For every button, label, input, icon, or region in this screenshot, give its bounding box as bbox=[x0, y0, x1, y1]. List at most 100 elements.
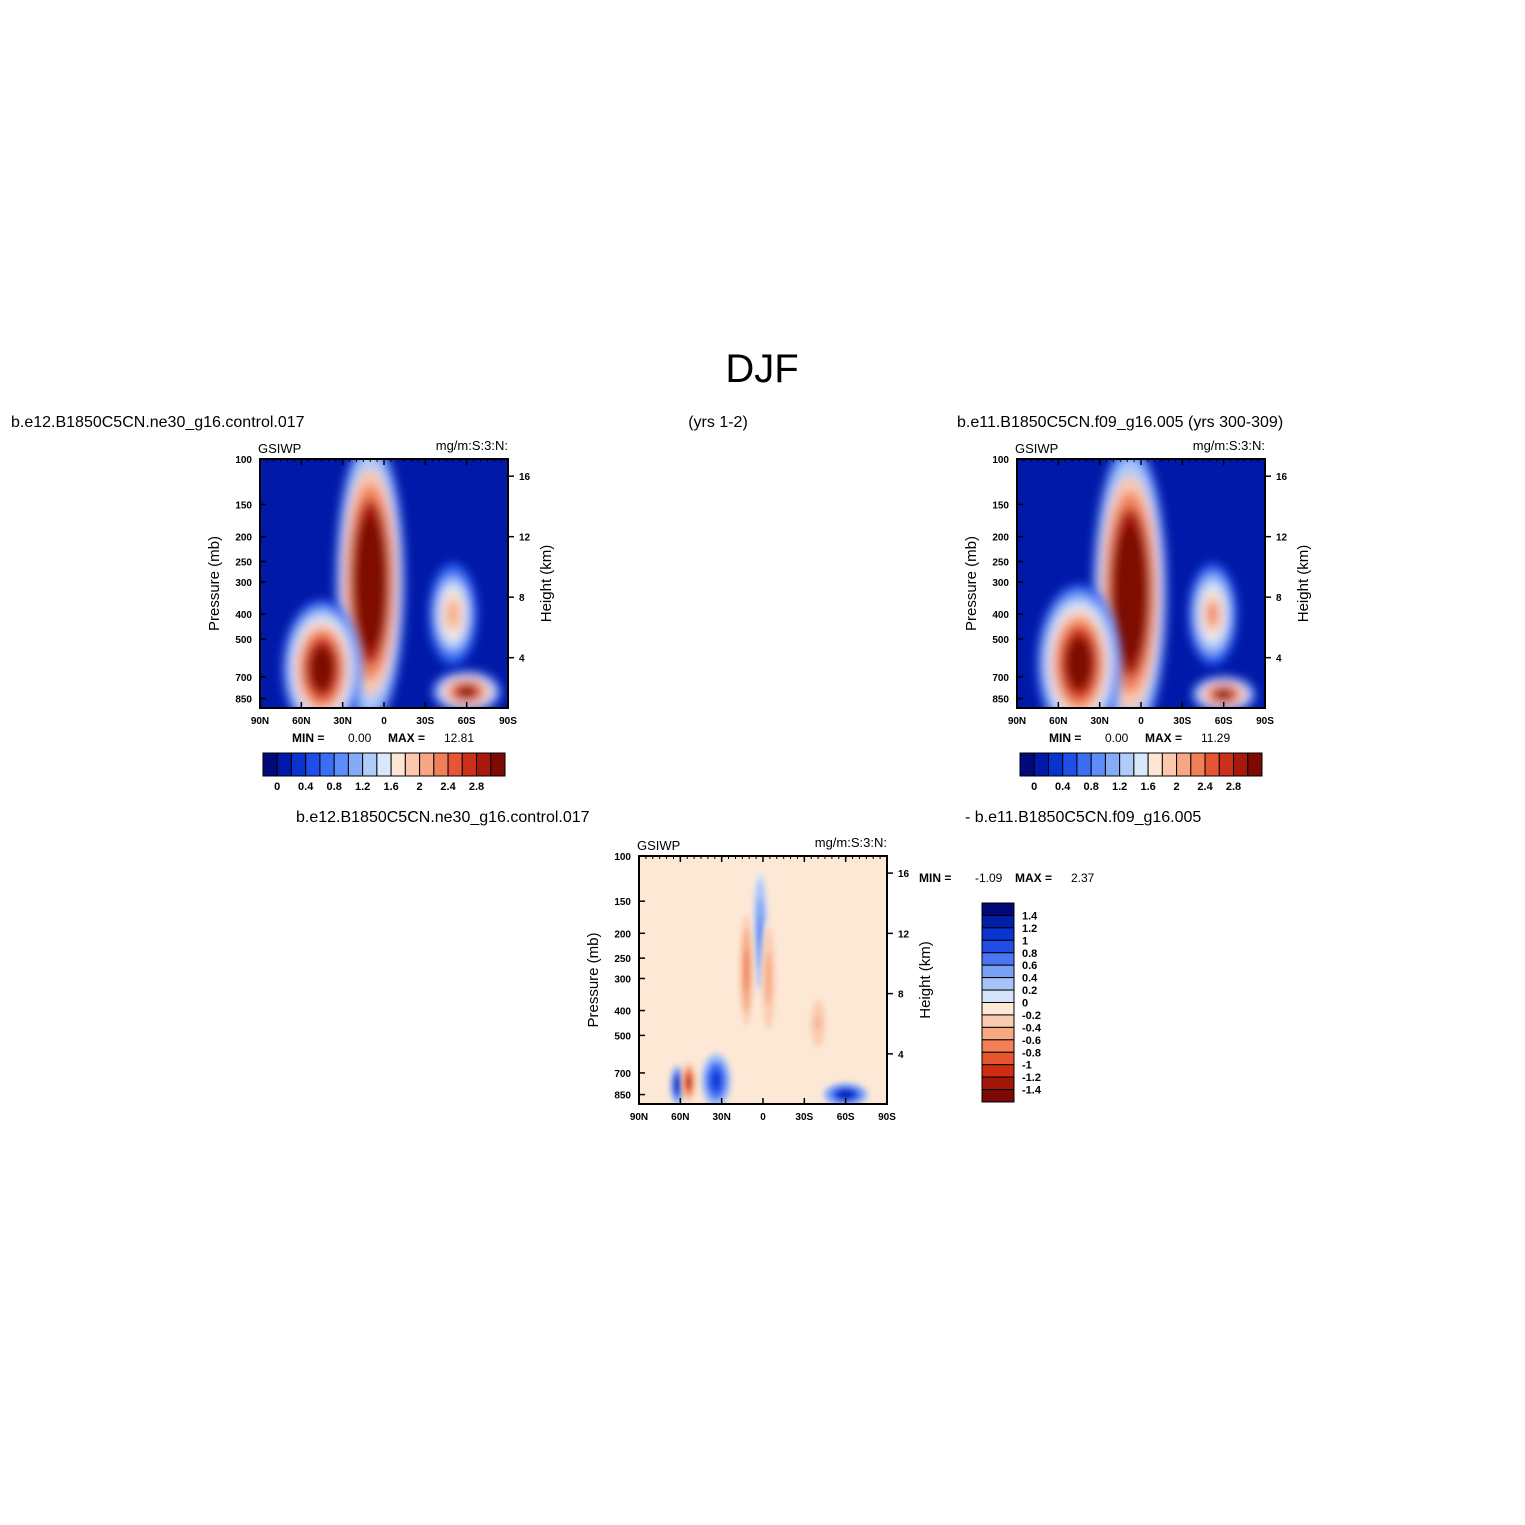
x-tick-label: 0 bbox=[760, 1112, 766, 1123]
contour-feature bbox=[1187, 562, 1238, 667]
x-tick-label: 60S bbox=[837, 1112, 855, 1123]
colorbar-swatch bbox=[290, 752, 307, 777]
y-tick-label: 200 bbox=[235, 533, 252, 544]
colorbar-label: -0.6 bbox=[1022, 1035, 1041, 1047]
contour-feature bbox=[1092, 459, 1168, 708]
contour-feature bbox=[431, 670, 502, 708]
colorbar-swatch bbox=[1076, 752, 1092, 777]
diff-left-label: b.e12.B1850C5CN.ne30_g16.control.017 bbox=[296, 809, 590, 826]
colorbar-label: 2.4 bbox=[440, 781, 456, 793]
colorbar-label: -1 bbox=[1022, 1060, 1032, 1072]
y2-tick-label: 12 bbox=[519, 533, 531, 544]
colorbar-swatch bbox=[981, 964, 1015, 979]
y-tick-label: 700 bbox=[614, 1069, 631, 1080]
colorbar-swatch bbox=[419, 752, 435, 777]
colorbar-label: 2.8 bbox=[1226, 781, 1241, 793]
colorbar-swatch bbox=[447, 752, 463, 777]
colorbar-swatch bbox=[981, 1002, 1015, 1016]
min-value: -1.09 bbox=[975, 871, 1003, 885]
contour-level bbox=[766, 964, 771, 993]
x-tick-label: 60N bbox=[671, 1112, 689, 1123]
contour-level bbox=[1069, 644, 1089, 683]
variable-label: GSIWP bbox=[637, 838, 680, 853]
y-tick-label: 700 bbox=[235, 673, 252, 684]
colorbar-swatch bbox=[981, 1026, 1015, 1041]
y2-tick-label: 4 bbox=[898, 1050, 904, 1061]
min-value: 0.00 bbox=[1105, 731, 1129, 745]
contour-feature bbox=[808, 993, 829, 1054]
max-label: MAX = bbox=[388, 731, 425, 745]
colorbar-swatch bbox=[981, 977, 1015, 991]
colorbar-label: 0 bbox=[1031, 781, 1037, 793]
y2-tick-label: 8 bbox=[898, 990, 904, 1001]
colorbar-swatch bbox=[1247, 752, 1263, 777]
units-label: mg/m:S:3:N: bbox=[1193, 438, 1265, 453]
colorbar-label: 2.8 bbox=[469, 781, 484, 793]
contour-feature bbox=[428, 562, 478, 667]
y-axis-label: Pressure (mb) bbox=[585, 932, 602, 1027]
colorbar-swatch bbox=[461, 752, 478, 777]
plot-area bbox=[1017, 459, 1265, 708]
colorbar-swatch bbox=[362, 752, 378, 777]
contour-level bbox=[458, 686, 475, 697]
colorbar-swatch bbox=[1133, 752, 1149, 777]
contour-feature bbox=[739, 908, 754, 1034]
min-label: MIN = bbox=[919, 871, 951, 885]
contour-level bbox=[1207, 601, 1219, 627]
contour-level bbox=[744, 955, 749, 986]
y2-tick-label: 4 bbox=[1276, 654, 1282, 665]
contour-feature bbox=[670, 1065, 686, 1104]
colorbar-swatch bbox=[981, 1064, 1015, 1078]
colorbar-label: 0.4 bbox=[298, 781, 314, 793]
colorbar-label: 2 bbox=[1174, 781, 1180, 793]
y2-tick-label: 4 bbox=[519, 654, 525, 665]
contour-level bbox=[1121, 556, 1139, 629]
colorbar-swatch bbox=[1161, 752, 1178, 777]
colorbar-label: 1.2 bbox=[1112, 781, 1127, 793]
x-tick-label: 90N bbox=[1008, 716, 1026, 727]
left-years-label: (yrs 1-2) bbox=[688, 414, 748, 431]
colorbar-swatch bbox=[276, 752, 292, 777]
colorbar-swatch bbox=[981, 1089, 1015, 1103]
colorbar-swatch bbox=[476, 752, 492, 777]
colorbar-swatch bbox=[1104, 752, 1121, 777]
colorbar-swatch bbox=[1233, 752, 1249, 777]
y-tick-label: 500 bbox=[992, 635, 1009, 646]
y2-axis-label: Height (km) bbox=[917, 941, 934, 1019]
colorbar-label: 0.8 bbox=[1022, 948, 1037, 960]
y-tick-label: 400 bbox=[235, 610, 252, 621]
min-label: MIN = bbox=[1049, 731, 1081, 745]
contour-feature bbox=[823, 1082, 868, 1104]
colorbar-swatch bbox=[981, 939, 1015, 954]
colorbar-swatch bbox=[1047, 752, 1064, 777]
colorbar-label: -1.2 bbox=[1022, 1072, 1041, 1084]
colorbar-swatch bbox=[347, 752, 364, 777]
colorbar-swatch bbox=[305, 752, 321, 777]
colorbar-swatch bbox=[981, 1076, 1015, 1091]
colorbar-label: -0.2 bbox=[1022, 1010, 1041, 1022]
y2-tick-label: 16 bbox=[898, 869, 910, 880]
colorbar-label: 1.4 bbox=[1022, 910, 1038, 922]
y2-tick-label: 8 bbox=[519, 593, 525, 604]
y-tick-label: 100 bbox=[614, 852, 631, 863]
colorbar-label: 0.8 bbox=[327, 781, 342, 793]
y-tick-label: 200 bbox=[992, 533, 1009, 544]
colorbar-swatch bbox=[1147, 752, 1163, 777]
y-tick-label: 300 bbox=[235, 578, 252, 589]
y-tick-label: 100 bbox=[235, 455, 252, 466]
variable-label: GSIWP bbox=[1015, 441, 1058, 456]
x-tick-label: 90S bbox=[878, 1112, 896, 1123]
colorbar-swatch bbox=[981, 902, 1015, 916]
x-tick-label: 60S bbox=[1215, 716, 1233, 727]
x-tick-label: 90S bbox=[1256, 716, 1274, 727]
y-tick-label: 200 bbox=[614, 929, 631, 940]
x-tick-label: 30S bbox=[416, 716, 434, 727]
y-tick-label: 500 bbox=[235, 635, 252, 646]
y-tick-label: 300 bbox=[614, 974, 631, 985]
contour-feature bbox=[681, 1062, 697, 1102]
y-tick-label: 850 bbox=[235, 695, 252, 706]
colorbar-label: 0.4 bbox=[1022, 973, 1038, 985]
x-tick-label: 90N bbox=[251, 716, 269, 727]
min-label: MIN = bbox=[292, 731, 324, 745]
